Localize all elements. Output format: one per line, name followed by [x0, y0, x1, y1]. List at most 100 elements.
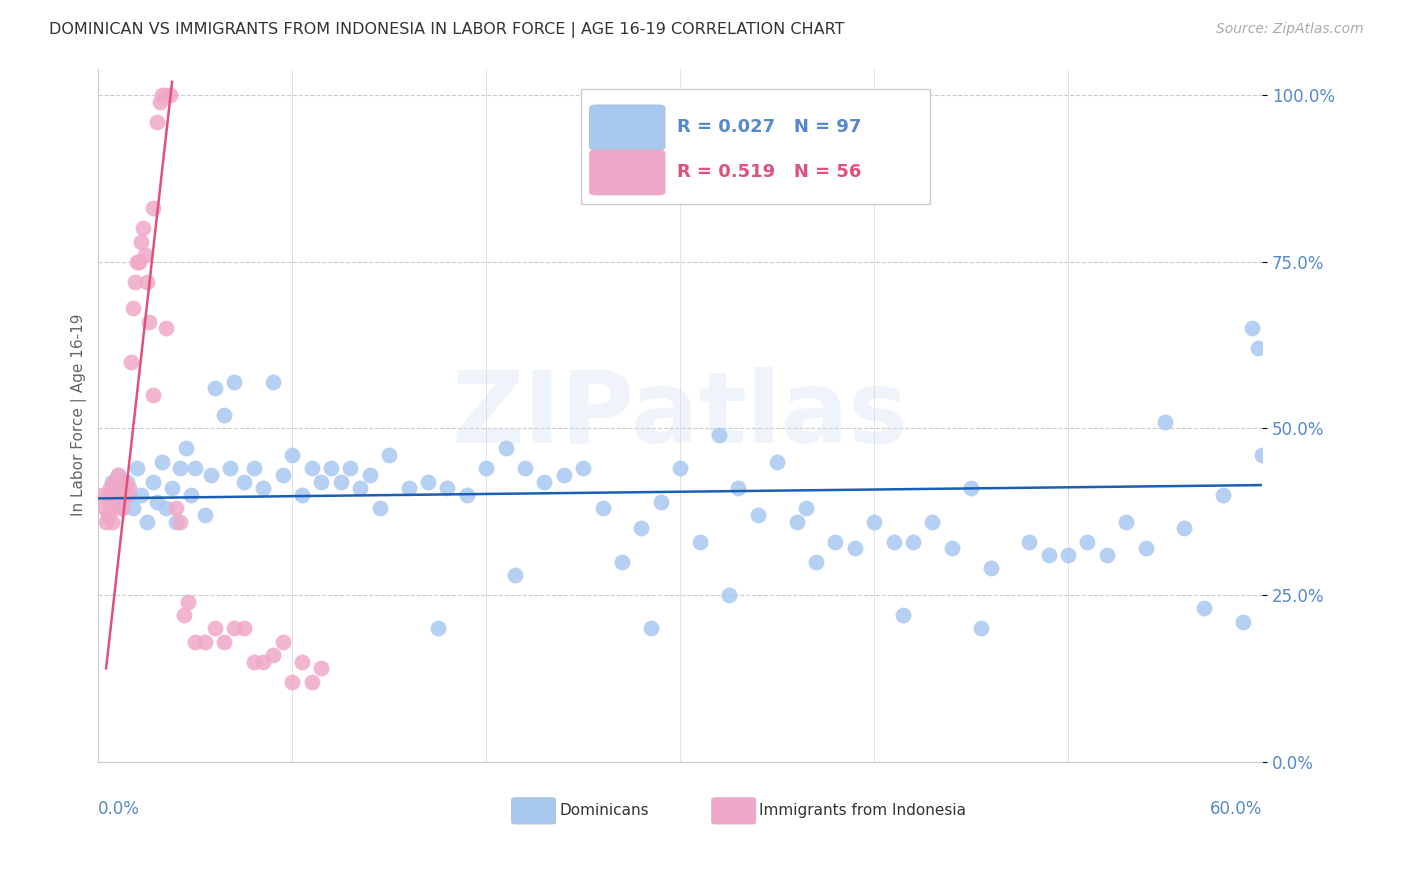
Point [200, 468, 222, 483]
Point [291, 655, 314, 669]
Point [436, 482, 458, 496]
Point [122, 501, 145, 516]
Point [262, 648, 284, 662]
Point [91, 488, 114, 502]
Point [970, 621, 993, 635]
Text: 0.0%: 0.0% [98, 800, 141, 818]
Point [135, 515, 157, 529]
Point [155, 88, 177, 103]
Point [368, 501, 391, 516]
Point [1173, 521, 1195, 535]
Point [97, 508, 120, 522]
Point [150, 455, 173, 469]
Point [475, 461, 498, 475]
Point [727, 482, 749, 496]
Point [155, 501, 177, 516]
Point [108, 494, 131, 508]
Point [553, 468, 575, 483]
Point [794, 501, 817, 516]
Point [145, 115, 167, 129]
FancyBboxPatch shape [581, 89, 931, 203]
Point [124, 275, 146, 289]
Point [101, 475, 124, 489]
Point [804, 555, 827, 569]
Point [160, 482, 183, 496]
Point [921, 515, 943, 529]
Point [232, 475, 254, 489]
Point [281, 674, 304, 689]
Point [114, 488, 136, 502]
Text: DOMINICAN VS IMMIGRANTS FROM INDONESIA IN LABOR FORCE | AGE 16-19 CORRELATION CH: DOMINICAN VS IMMIGRANTS FROM INDONESIA I… [49, 22, 845, 38]
Point [117, 475, 139, 489]
Point [592, 501, 614, 516]
Point [120, 355, 142, 369]
Point [689, 534, 711, 549]
Text: ZIPatlas: ZIPatlas [451, 367, 908, 464]
Text: Dominicans: Dominicans [560, 804, 648, 818]
Point [319, 461, 342, 475]
Point [495, 442, 517, 456]
Point [107, 468, 129, 483]
Point [149, 95, 172, 109]
Point [103, 488, 125, 502]
Point [127, 461, 149, 475]
Point [118, 482, 141, 496]
Point [883, 534, 905, 549]
Point [747, 508, 769, 522]
Point [107, 488, 129, 502]
Point [104, 475, 127, 489]
Point [142, 388, 165, 402]
Point [1247, 342, 1270, 356]
Point [291, 488, 314, 502]
Point [93, 501, 115, 516]
Point [169, 515, 191, 529]
Point [281, 448, 304, 462]
FancyBboxPatch shape [589, 105, 665, 150]
Point [117, 488, 139, 502]
Point [155, 321, 177, 335]
Point [204, 381, 226, 395]
Point [1192, 601, 1215, 615]
Point [301, 461, 323, 475]
Point [863, 515, 886, 529]
Point [979, 561, 1001, 575]
Point [1076, 534, 1098, 549]
Point [766, 455, 789, 469]
Point [242, 461, 264, 475]
Point [252, 655, 274, 669]
Point [127, 254, 149, 268]
Point [134, 248, 156, 262]
Point [533, 475, 555, 489]
Point [1154, 415, 1177, 429]
Point [640, 621, 662, 635]
FancyBboxPatch shape [711, 797, 756, 824]
Point [142, 202, 165, 216]
Point [1232, 615, 1254, 629]
Point [572, 461, 595, 475]
Text: R = 0.027   N = 97: R = 0.027 N = 97 [676, 119, 860, 136]
Point [135, 275, 157, 289]
Point [1251, 448, 1274, 462]
Point [901, 534, 924, 549]
Point [301, 674, 323, 689]
Point [103, 475, 125, 489]
Point [176, 595, 198, 609]
Point [426, 621, 449, 635]
Point [349, 482, 371, 496]
Point [101, 488, 124, 502]
Point [339, 461, 361, 475]
Point [129, 235, 152, 249]
Point [707, 428, 730, 442]
Point [118, 488, 141, 502]
Point [111, 501, 134, 516]
Point [112, 488, 135, 502]
Point [138, 315, 160, 329]
FancyBboxPatch shape [512, 797, 555, 824]
Point [107, 468, 129, 483]
Point [242, 655, 264, 669]
Point [513, 461, 536, 475]
Point [610, 555, 633, 569]
Point [398, 482, 420, 496]
Point [204, 621, 226, 635]
Point [844, 541, 866, 556]
